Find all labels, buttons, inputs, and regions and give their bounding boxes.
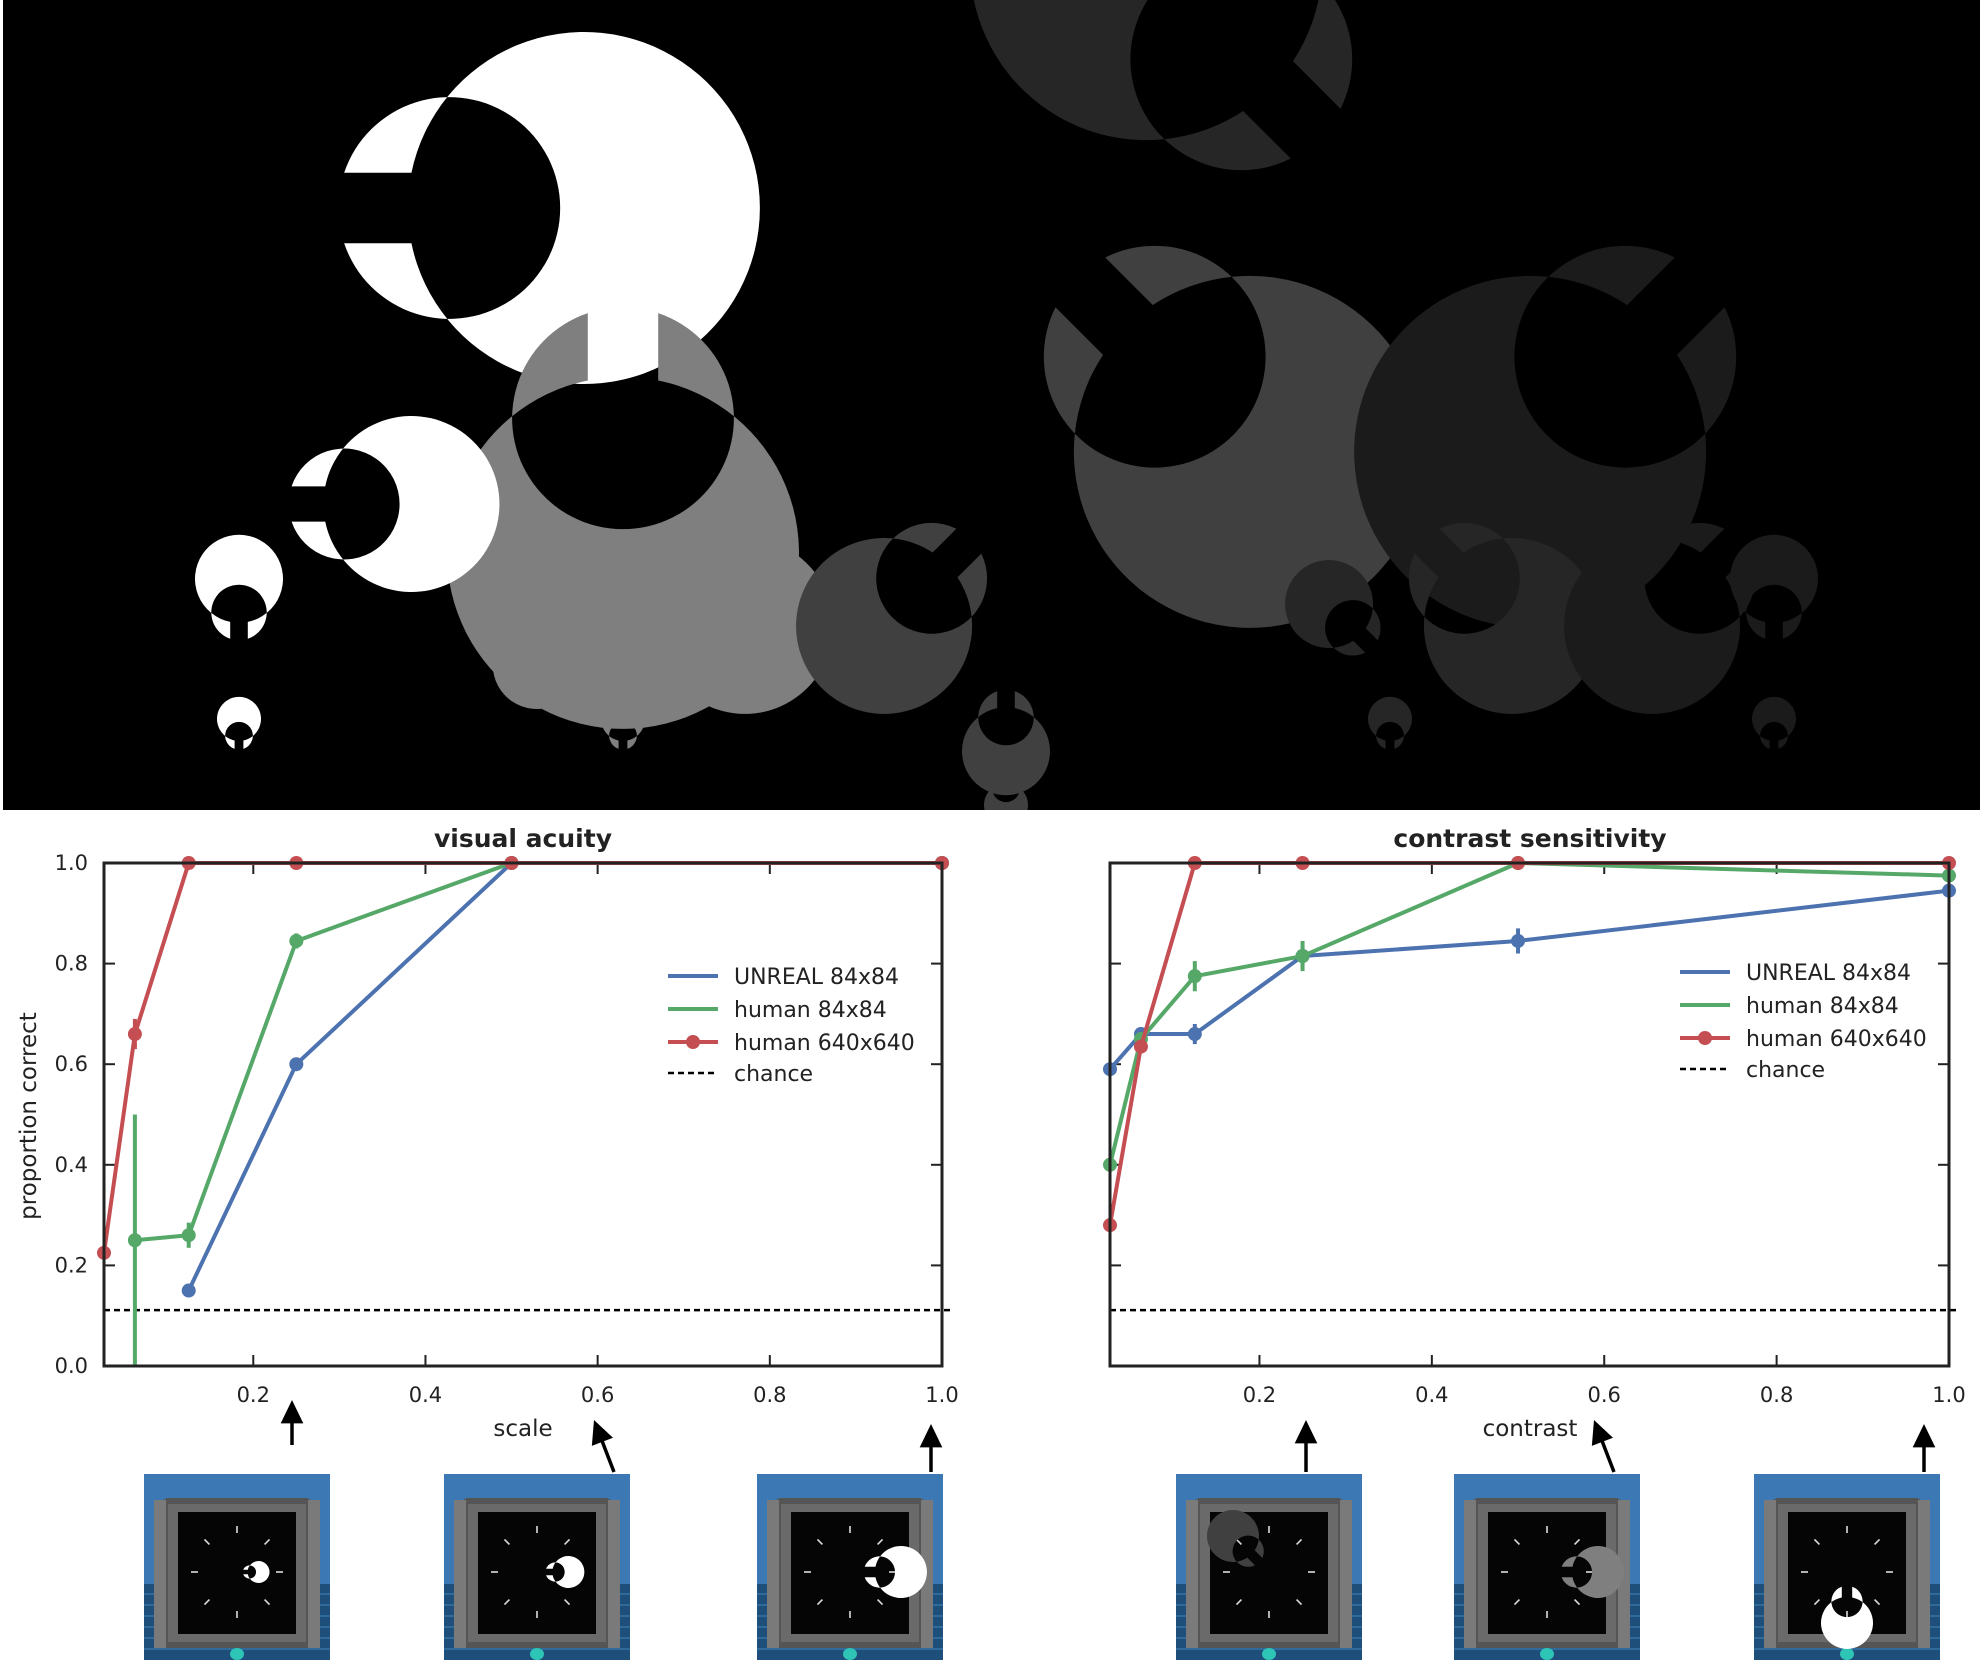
landolt-c-ring	[864, 1546, 927, 1598]
x-tick-label: 0.2	[237, 1383, 270, 1407]
environment-thumbnail	[757, 1474, 943, 1660]
legend-marker-human-640	[686, 1035, 700, 1049]
data-point	[1511, 933, 1526, 948]
x-tick-label: 0.6	[581, 1383, 614, 1407]
x-axis-label: scale	[493, 1416, 552, 1442]
landolt-c-ring	[1561, 1546, 1624, 1598]
y-axis-label: proportion correct	[16, 1012, 42, 1220]
pointer-arrow	[919, 1424, 943, 1472]
pointer-arrow	[1294, 1420, 1318, 1472]
environment-thumbnail	[444, 1474, 630, 1660]
environment-thumbnail	[1176, 1474, 1362, 1660]
x-tick-label: 1.0	[925, 1383, 958, 1407]
series-path	[1108, 861, 1950, 1166]
data-point	[181, 1283, 196, 1298]
y-tick-label: 0.8	[55, 952, 88, 976]
chart-title: visual acuity	[434, 824, 612, 853]
series-line	[1103, 856, 1956, 1172]
axes: 0.2 0.4 0.6 0.8 1.0	[1110, 862, 1966, 1407]
series-path	[186, 861, 942, 1292]
x-tick-label: 0.8	[753, 1383, 786, 1407]
landolt-c-ring	[216, 696, 261, 749]
legend-label-human-640: human 640x640	[1746, 1027, 1927, 1052]
data-point	[1187, 1027, 1202, 1042]
legend-label-human-640: human 640x640	[734, 1031, 915, 1056]
landolt-c-ring	[492, 621, 597, 710]
legend-marker-human-640	[1698, 1031, 1712, 1045]
x-tick-label: 0.4	[409, 1383, 442, 1407]
series-line	[181, 856, 949, 1298]
landolt-c-ring	[243, 1561, 270, 1583]
x-tick-label: 1.0	[1932, 1383, 1965, 1407]
environment-thumbnail	[1454, 1474, 1640, 1660]
x-tick-label: 0.6	[1588, 1383, 1621, 1407]
y-tick-label: 1.0	[55, 851, 88, 875]
y-tick-label: 0.2	[55, 1253, 88, 1277]
landolt-c-ring	[344, 31, 760, 384]
landolt-c-ring	[1730, 534, 1818, 639]
landolt-c-ring	[1368, 696, 1412, 749]
plot-frame	[1108, 861, 1951, 1368]
environment-thumbnail	[1754, 1474, 1940, 1660]
pointer-arrow	[1591, 1420, 1616, 1473]
y-tick-label: 0.4	[55, 1153, 88, 1177]
landolt-c-ring	[291, 416, 500, 593]
legend-label-unreal: UNREAL 84x84	[1746, 961, 1911, 986]
x-tick-label: 0.4	[1415, 1383, 1448, 1407]
data-point	[181, 1228, 196, 1243]
pointer-arrow	[1912, 1424, 1936, 1472]
pointer-arrow	[280, 1400, 304, 1445]
landolt-c-ring	[601, 696, 646, 749]
landolt-c-ring	[1821, 1586, 1873, 1649]
visual-acuity-chart: visual acuity scale proportion correct U…	[16, 824, 959, 1442]
landolt-c-ring	[796, 522, 988, 714]
chart-title: contrast sensitivity	[1393, 824, 1666, 853]
legend: UNREAL 84x84 human 84x84 human 640x640 c…	[668, 965, 915, 1087]
landolt-c-ring	[962, 691, 1051, 796]
data-point	[289, 1057, 304, 1072]
legend-label-human-84: human 84x84	[1746, 994, 1899, 1019]
data-point	[1187, 969, 1202, 984]
data-point	[127, 1233, 142, 1248]
landolt-c-stimulus-grid	[3, 0, 1980, 810]
landolt-c-ring	[195, 534, 283, 639]
x-tick-label: 0.2	[1243, 1383, 1276, 1407]
landolt-c-ring	[1408, 522, 1600, 714]
series-path	[102, 861, 942, 1254]
y-tick-label: 0.0	[55, 1354, 88, 1378]
x-axis-label: contrast	[1483, 1416, 1578, 1442]
plot-frame	[102, 861, 944, 1368]
landolt-c-ring	[973, 0, 1353, 171]
landolt-c-ring	[1043, 245, 1426, 628]
landolt-c-ring	[546, 1556, 585, 1588]
legend-label-chance: chance	[734, 1062, 813, 1087]
legend: UNREAL 84x84 human 84x84 human 640x640 c…	[1680, 961, 1927, 1083]
landolt-c-ring	[1564, 522, 1756, 714]
environment-thumbnail	[144, 1474, 330, 1660]
landolt-c-ring	[1752, 696, 1796, 749]
legend-label-human-84: human 84x84	[734, 998, 887, 1023]
data-point	[1133, 1039, 1148, 1054]
axes: 0.2 0.4 0.6 0.8 1.0 0.0 0.2 0.4 0.6 0.8 1.0	[55, 851, 959, 1407]
data-point	[127, 1027, 142, 1042]
landolt-c-ring	[1206, 1509, 1264, 1567]
landolt-c-ring	[641, 522, 833, 714]
landolt-c-ring	[1285, 560, 1381, 656]
pointer-arrow	[591, 1420, 616, 1473]
series-line	[97, 856, 949, 1260]
data-point	[289, 933, 304, 948]
legend-label-unreal: UNREAL 84x84	[734, 965, 899, 990]
legend-label-chance: chance	[1746, 1058, 1825, 1083]
contrast-sensitivity-chart: contrast sensitivity contrast UNREAL 84x…	[1103, 824, 1966, 1442]
landolt-c-ring	[984, 775, 1028, 810]
data-point	[1295, 949, 1310, 964]
y-tick-label: 0.6	[55, 1052, 88, 1076]
series-line	[127, 856, 949, 1366]
x-tick-label: 0.8	[1760, 1383, 1793, 1407]
